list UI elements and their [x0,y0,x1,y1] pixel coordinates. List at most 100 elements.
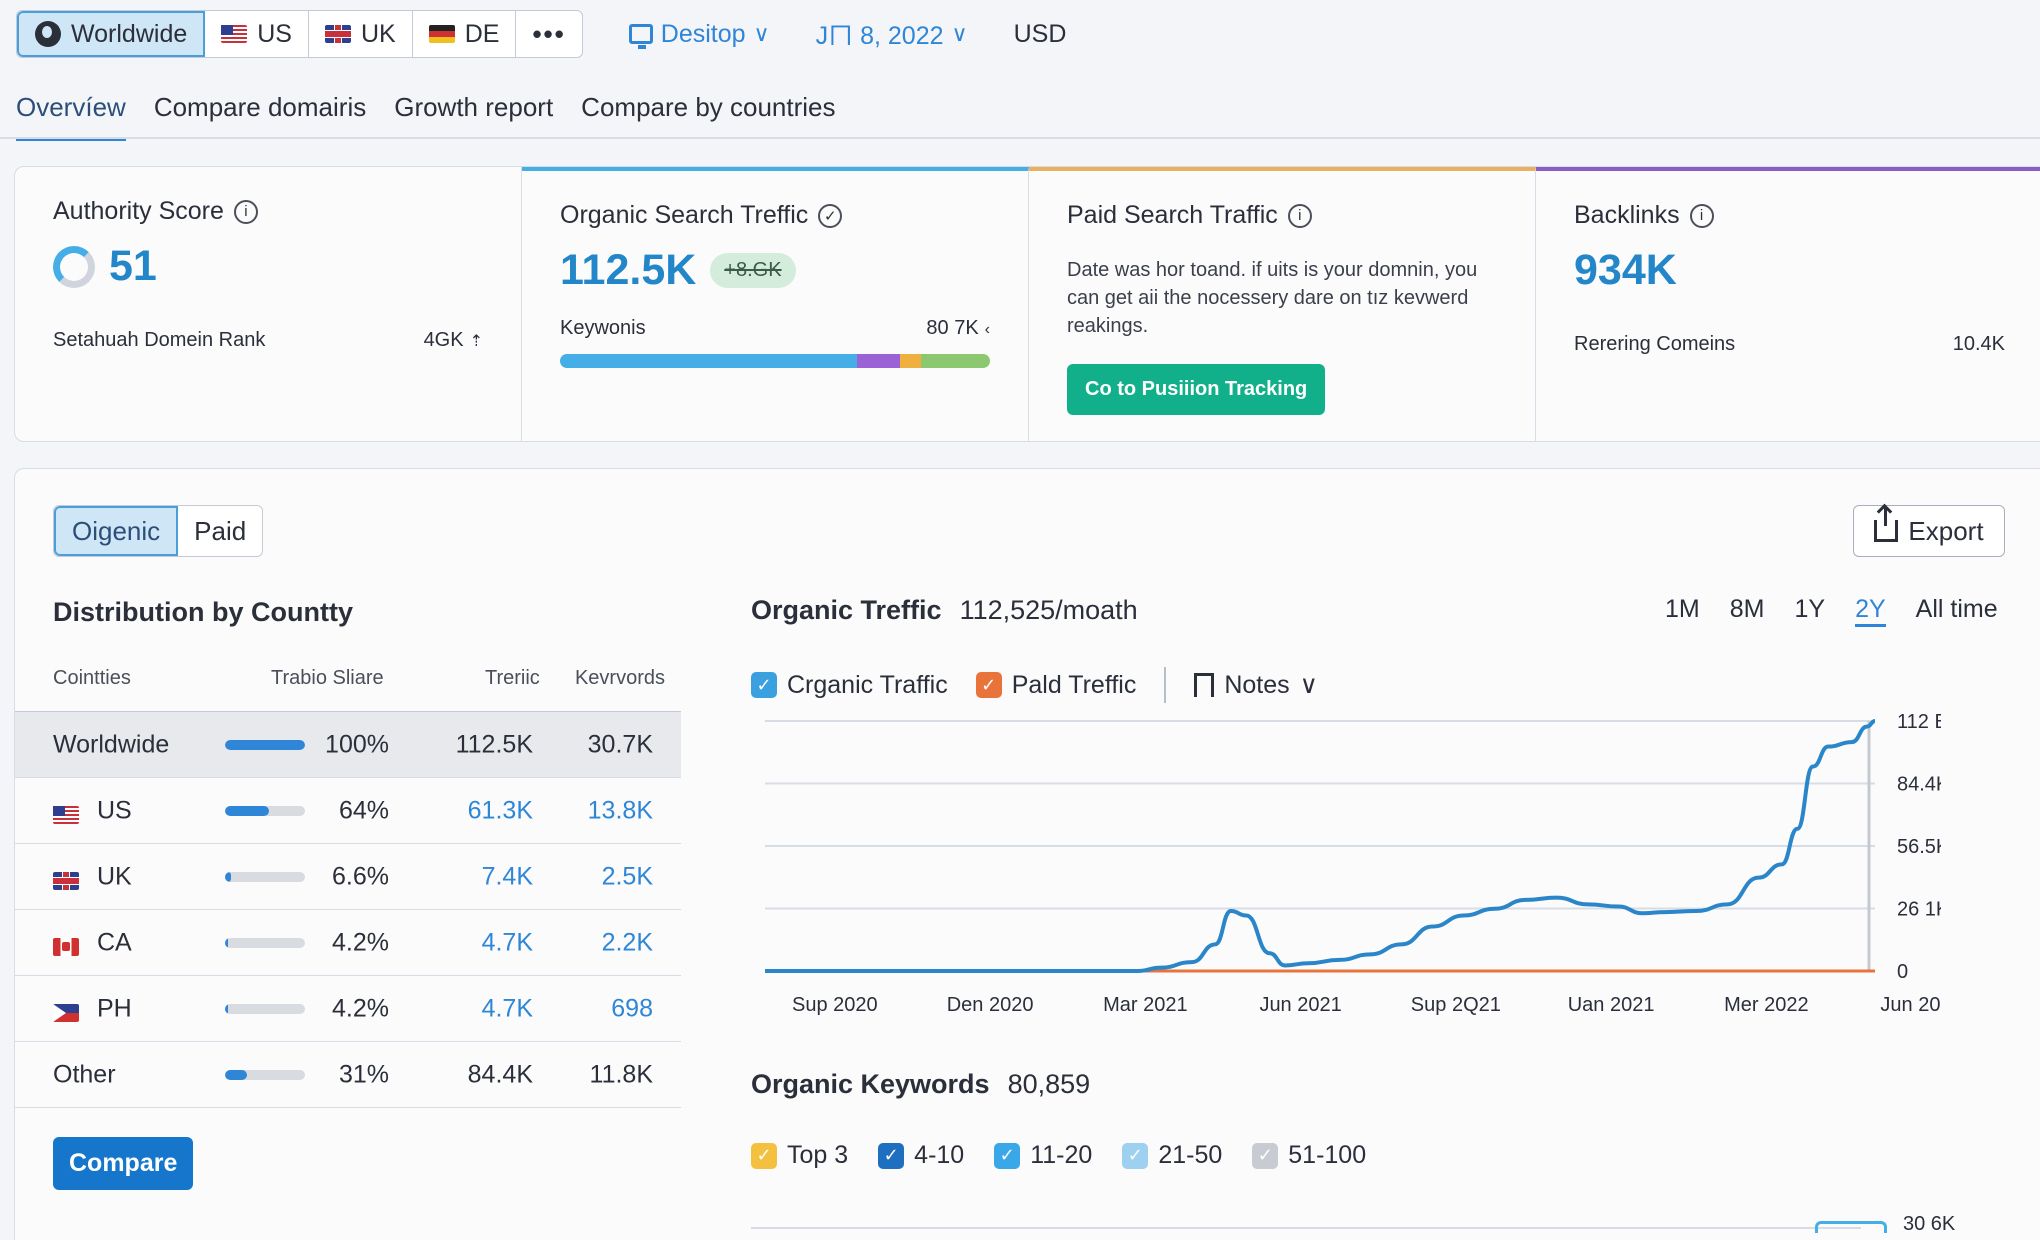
country-row[interactable]: UK 6.6% 7.4K 2.5K [15,844,681,910]
keyword-segment [921,354,990,368]
domain-rank-value-wrap: 4GK ⇡ [424,329,483,352]
country-row[interactable]: Other 31% 84.4K 11.8K [15,1042,681,1108]
country-name: PH [97,994,132,1022]
keywords-chart-title: Organic Keywords [751,1069,990,1099]
db-uk-button[interactable]: UK [309,11,413,57]
share-bar [225,805,305,816]
tab-compare-domains[interactable]: Compare domairis [153,92,367,122]
traffic-value[interactable]: 7.4K [481,862,533,890]
date-select[interactable]: Jㄇ 8, 2022 ∨ [816,16,968,52]
tab-overview[interactable]: Overvíew [16,92,126,141]
compare-button[interactable]: Compare [53,1137,194,1190]
x-tick-label: Den 2020 [947,994,1034,1016]
referring-domains-value: 10.4K [1952,333,2005,355]
country-row[interactable]: US 64% 61.3K 13.8K [15,778,681,844]
legend-organic-traffic[interactable]: ✓ Crganic Traffic [751,671,948,700]
keyword-segment [560,354,857,368]
share-bar [225,937,305,948]
keywords-value[interactable]: 13.8K [587,796,653,824]
db-de-button[interactable]: DE [413,11,517,57]
top-bar: Worldwide US UK DE ••• Desitop ∨ Jㄇ 8, 2… [16,10,1066,58]
checkbox-checked-icon: ✓ [975,672,1002,698]
x-tick-label: Jun 2022 [1880,994,1941,1016]
period-option[interactable]: 1Y [1794,595,1826,623]
info-icon[interactable]: i [1287,203,1312,228]
keywords-legend-item[interactable]: ✓ 21-50 [1122,1141,1222,1170]
keywords-value[interactable]: 2.2K [601,928,653,956]
keywords-value[interactable]: 2.5K [601,862,653,890]
col-countries[interactable]: Cointties [53,667,131,689]
chevron-down-icon: ∨ [753,21,770,46]
period-option[interactable]: 2Y [1855,595,1886,627]
period-option[interactable]: 1M [1665,595,1700,623]
keywords-chart-header: Organic Keywords 80,859 [751,1069,1090,1100]
chevron-down-icon: ∨ [1299,671,1318,699]
col-keywords[interactable]: Kevrvords [574,667,665,689]
chevron-down-icon: ∨ [951,21,968,46]
position-tracking-button[interactable]: Co to Pusiiion Tracking [1067,364,1326,415]
traffic-share: 100% [325,730,389,758]
backlinks-card: Backlinks i 934K Rerering Comeins 10.4K [1536,167,2040,441]
info-icon[interactable]: i [233,199,258,224]
y-tick-label: 84.4K [1897,774,1941,796]
keywords-legend-item[interactable]: ✓ 51-100 [1252,1141,1366,1170]
info-icon[interactable]: i [1689,203,1714,228]
checkbox-checked-icon: ✓ [1122,1142,1149,1169]
distribution-title: Distribution by Countty [53,597,353,627]
country-row[interactable]: CA 4.2% 4.7K 2.2K [15,910,681,976]
ph-flag-icon [53,1003,79,1022]
domain-rank-row: Setahuah Domein Rank 4GK ⇡ [53,329,483,352]
ca-flag-icon [53,937,79,956]
country-row[interactable]: Worldwide 100% 112.5K 30.7K [15,712,681,778]
organic-panel: Oigenic Paid Export Distribution by Coun… [14,468,2040,1240]
keywords-legend-item[interactable]: ✓ 11-20 [994,1141,1092,1170]
db-worldwide-button[interactable]: Worldwide [17,11,206,57]
uk-flag-icon [53,871,79,890]
db-us-button[interactable]: US [205,11,309,57]
tab-compare-countries[interactable]: Compare by countries [581,92,836,122]
distribution-table: Worldwide 100% 112.5K 30.7K US 64% 61.3K 13.8K U… [15,711,681,1108]
traffic-value[interactable]: 4.7K [481,994,533,1022]
traffic-value[interactable]: 61.3K [467,796,533,824]
toggle-organic[interactable]: Oigenic [54,506,179,556]
export-label: Export [1908,515,1984,546]
notes-label: Notes [1224,670,1290,699]
notes-dropdown[interactable]: Notes ∨ [1194,670,1318,700]
tab-growth-report[interactable]: Growth report [394,92,554,122]
authority-title: Authority Score [53,197,224,225]
period-option[interactable]: 8M [1729,595,1765,623]
traffic-share: 4.2% [332,928,389,956]
authority-value: 51 [109,242,157,290]
authority-score-card: Authority Score i 51 Setahuah Domein Ran… [15,167,522,441]
toggle-paid[interactable]: Paid [194,515,247,546]
keywords-legend-item[interactable]: ✓ Top 3 [751,1141,848,1170]
keywords-value[interactable]: 698 [611,994,653,1022]
traffic-chart-title: Organic Treffic [751,595,942,625]
x-tick-label: Sup 2020 [792,994,878,1016]
keywords-row: Keywonis 80 7K ‹ [560,317,990,340]
export-button[interactable]: Export [1853,505,2005,557]
keywords-value: 30.7K [587,730,653,758]
country-row[interactable]: PH 4.2% 4.7K 698 [15,976,681,1042]
keywords-peak-mark [1815,1221,1887,1233]
organic-traffic-card: Organic Search Treffic ✓ 112.5K +8.GK Ke… [522,167,1029,441]
more-databases-button[interactable]: ••• [532,18,566,49]
keywords-label: Keywonis [560,317,646,339]
col-traffic-share[interactable]: Trabio Sliare [271,667,384,689]
keywords-legend-item[interactable]: ✓ 4-10 [878,1141,964,1170]
authority-value-row: 51 [53,242,483,291]
legend-label: 51-100 [1288,1141,1367,1169]
share-bar-fill [225,1069,248,1080]
legend-paid-traffic[interactable]: ✓ Pald Treffic [975,671,1136,700]
flag-icon [1194,673,1215,697]
organic-delta-badge: +8.GK [710,253,796,288]
col-traffic[interactable]: Treriic [485,667,540,689]
country-name: US [97,796,132,824]
device-select[interactable]: Desitop ∨ [628,20,770,49]
tabs-divider [0,137,2040,139]
info-icon[interactable]: ✓ [818,203,843,228]
x-tick-label: Sup 2Q21 [1411,994,1501,1016]
period-option[interactable]: All time [1915,595,1998,623]
legend-label: Top 3 [787,1141,849,1169]
traffic-value[interactable]: 4.7K [481,928,533,956]
